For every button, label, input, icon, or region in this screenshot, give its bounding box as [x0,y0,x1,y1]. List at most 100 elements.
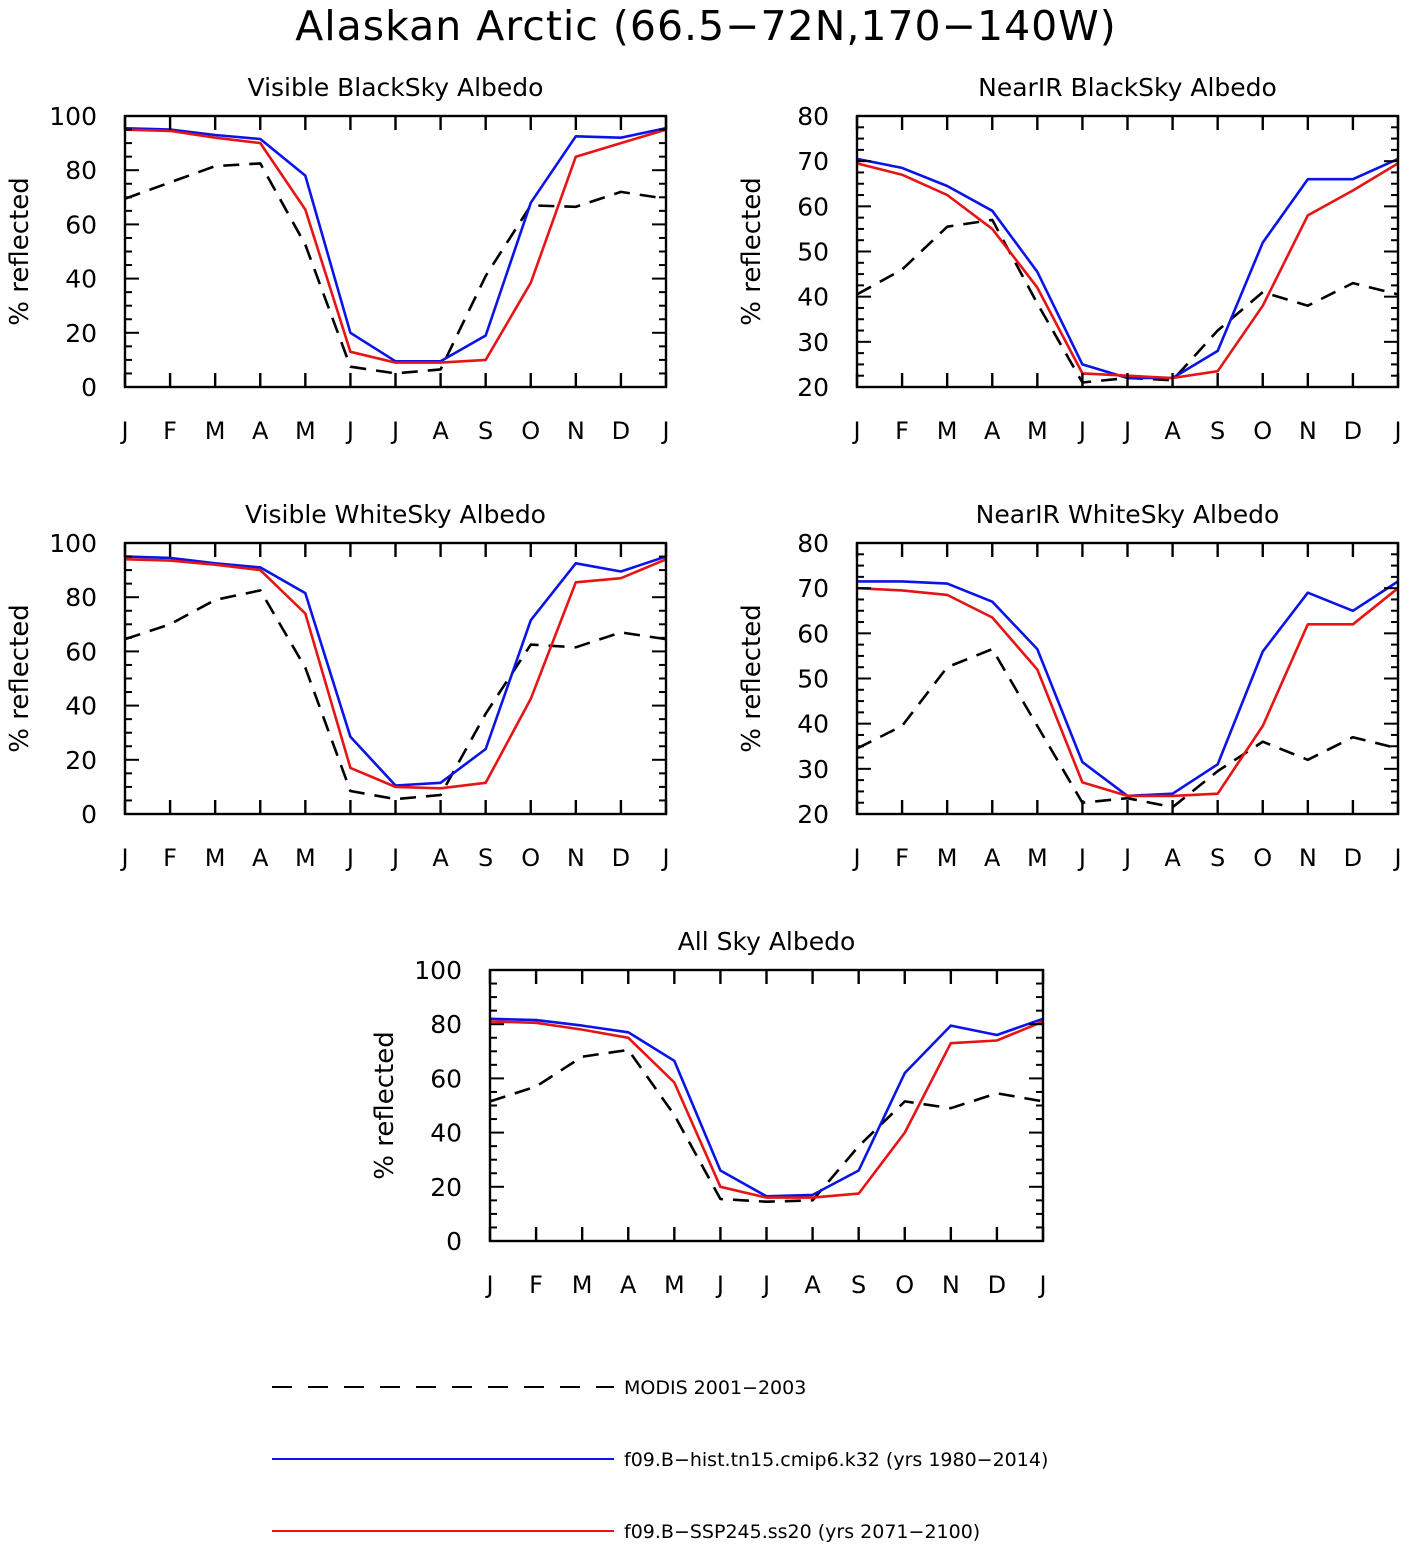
series-line-1 [856,647,1399,809]
x-tick-label: A [620,1271,637,1299]
x-tick-label: A [252,844,269,872]
series-line-2 [124,555,667,787]
y-tick-label: 40 [430,1119,462,1148]
x-tick-label: J [1037,1271,1046,1299]
y-axis-label: % reflected [737,177,767,325]
legend: MODIS 2001−2003 f09.B−hist.tn15.cmip6.k32… [272,1377,1048,1543]
x-tick-label: O [521,417,540,445]
x-tick-label: S [478,417,493,445]
x-tick-label: O [895,1271,914,1299]
x-tick-label: M [937,844,958,872]
series-line-1 [489,1048,1044,1203]
x-tick-label: N [1299,417,1317,445]
plot-frame [123,114,668,389]
y-tick-label: 40 [797,710,829,739]
x-tick-label: J [851,417,860,445]
x-tick-label: A [432,417,449,445]
x-tick-label: S [478,844,493,872]
y-tick-label: 0 [81,373,97,402]
x-tick-label: F [163,417,177,445]
x-tick-label: J [345,844,354,872]
x-tick-label: O [1253,844,1272,872]
y-tick-label: 20 [797,800,829,829]
series-line-2 [489,1017,1044,1198]
series-line-3 [856,162,1399,380]
series-line-2 [124,126,667,363]
x-tick-label: N [942,1271,960,1299]
chart-title: NearIR WhiteSky Albedo [976,500,1280,529]
x-tick-label: F [529,1271,543,1299]
y-tick-label: 40 [65,692,97,721]
x-tick-label: M [205,417,226,445]
y-tick-label: 60 [65,210,97,239]
x-tick-label: S [851,1271,866,1299]
x-tick-label: O [521,844,540,872]
x-tick-label: A [1164,844,1181,872]
y-tick-label: 100 [49,102,97,131]
x-tick-label: D [1344,844,1362,872]
series-line-2 [857,580,1399,798]
x-tick-label: N [1299,844,1317,872]
y-tick-label: 30 [797,755,829,784]
page-title: Alaskan Arctic (66.5−72N,170−140W) [295,2,1117,50]
series-line-3 [124,558,667,790]
y-tick-label: 80 [797,529,829,558]
x-tick-label: F [895,417,909,445]
x-tick-label: J [660,844,669,872]
x-tick-label: J [119,417,128,445]
x-tick-label: M [664,1271,685,1299]
series-line-3 [856,586,1399,798]
x-tick-label: D [612,417,630,445]
x-tick-label: M [295,417,316,445]
x-tick-label: N [567,417,585,445]
y-tick-label: 80 [797,102,829,131]
x-tick-label: J [1077,417,1086,445]
x-tick-label: N [567,844,585,872]
x-tick-label: A [1164,417,1181,445]
x-tick-label: M [572,1271,593,1299]
y-tick-label: 80 [65,156,97,185]
x-tick-label: M [937,417,958,445]
x-tick-label: J [345,417,354,445]
x-tick-label: S [1210,417,1225,445]
y-tick-label: 20 [65,746,97,775]
x-tick-label: J [851,844,860,872]
y-tick-label: 20 [797,373,829,402]
series-line-1 [856,218,1399,384]
plot-frame [855,114,1400,389]
y-tick-label: 100 [49,529,97,558]
x-tick-label: A [804,1271,821,1299]
y-tick-label: 20 [65,319,97,348]
x-tick-label: M [205,844,226,872]
series-line-1 [124,162,667,375]
x-tick-label: J [1392,844,1401,872]
x-tick-label: J [119,844,128,872]
x-tick-label: F [895,844,909,872]
y-tick-label: 70 [797,574,829,603]
legend-label-3: f09.B−SSP245.ss20 (yrs 2071−2100) [624,1521,980,1543]
x-tick-label: M [1027,417,1048,445]
x-tick-label: J [715,1271,724,1299]
x-tick-label: O [1253,417,1272,445]
y-tick-label: 60 [797,192,829,221]
x-tick-label: D [1344,417,1362,445]
y-axis-label: % reflected [5,604,35,752]
x-tick-label: J [484,1271,493,1299]
y-tick-label: 0 [81,800,97,829]
y-axis-label: % reflected [5,177,35,325]
y-tick-label: 60 [65,637,97,666]
y-tick-label: 50 [797,238,829,267]
x-tick-label: A [432,844,449,872]
x-tick-label: M [1027,844,1048,872]
y-tick-label: 60 [430,1064,462,1093]
y-tick-label: 40 [797,283,829,312]
chart-title: Visible WhiteSky Albedo [245,500,546,529]
y-tick-label: 20 [430,1173,462,1202]
plot-frame [123,541,668,816]
x-tick-label: A [252,417,269,445]
x-tick-label: J [761,1271,770,1299]
x-tick-label: J [1077,844,1086,872]
